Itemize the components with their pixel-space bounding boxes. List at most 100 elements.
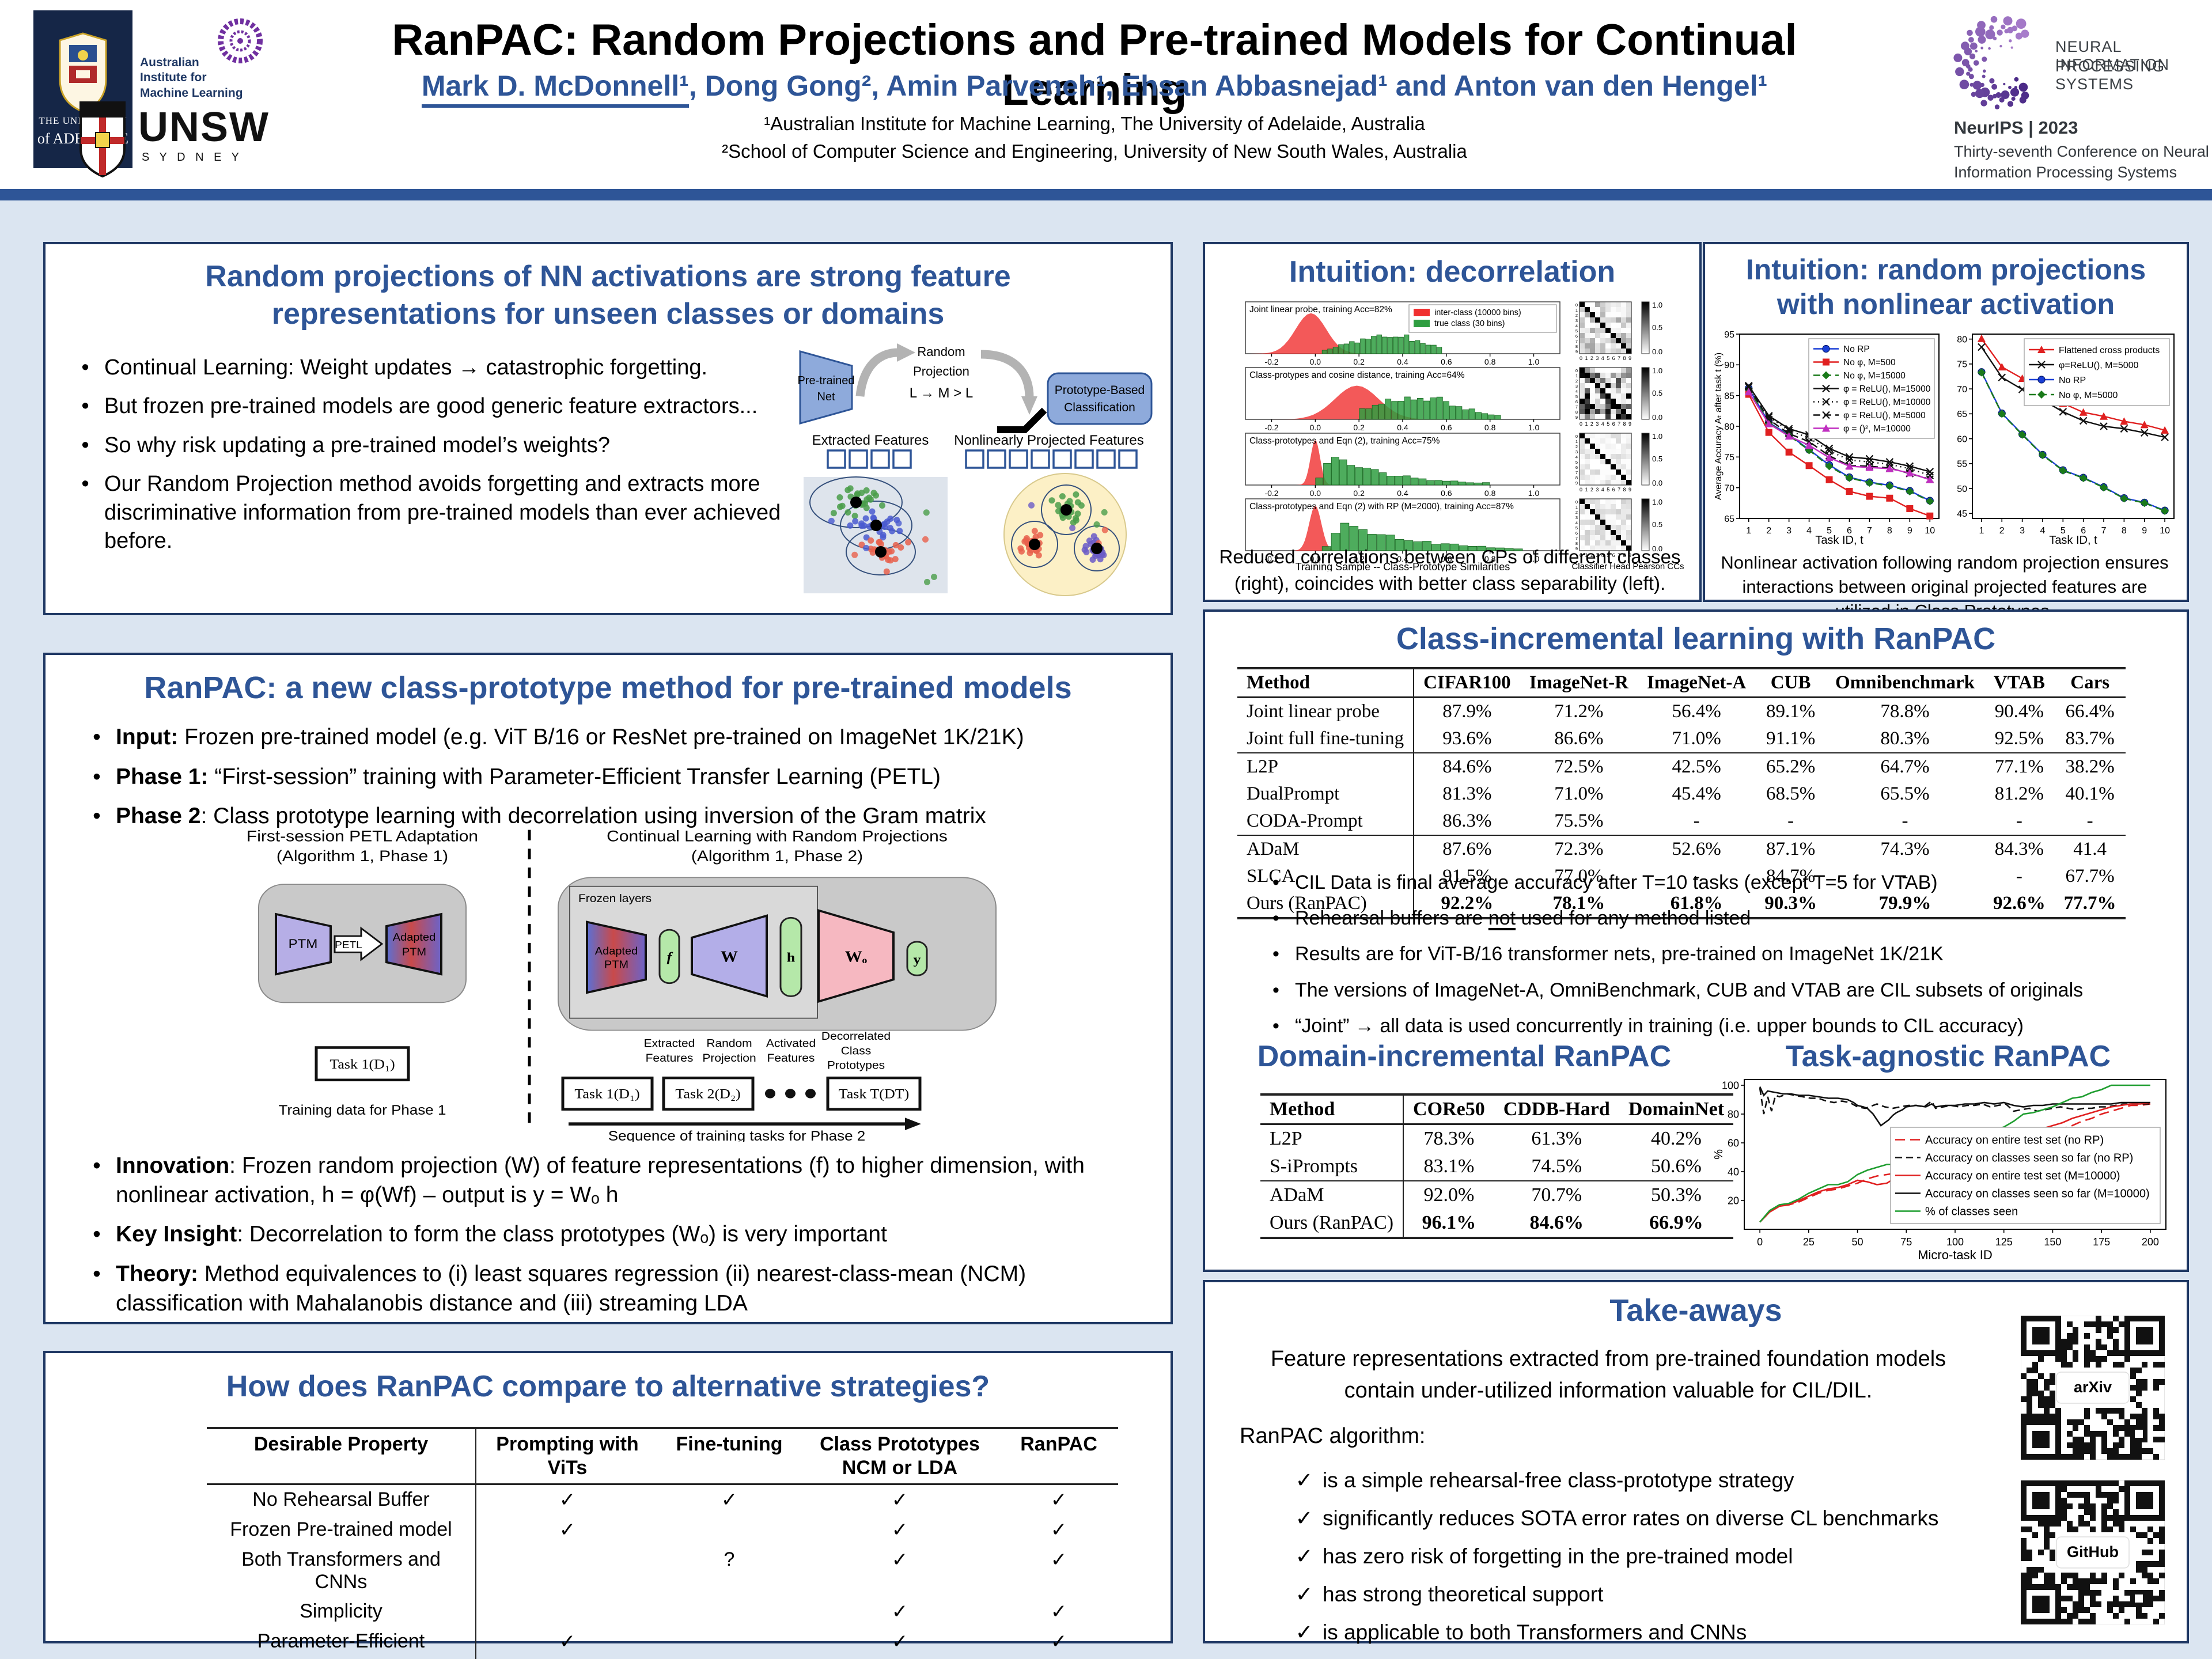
extracted-features-label: Extracted Features (812, 433, 929, 448)
table-cell: ✓ (891, 1518, 908, 1541)
chart-legend: Accuracy on entire test set (no RP) Accur… (1890, 1127, 2161, 1224)
table-cell: ✓ (559, 1488, 576, 1511)
table-cell: 74.3% (1880, 839, 1930, 859)
table-cell: 38.2% (2065, 756, 2115, 777)
pearson-heatmaps-chart: 012345678901234567891.00.50.001234567890… (1571, 301, 1684, 571)
histogram-legend: inter-class (10000 bins) true class (30 b… (1408, 304, 1557, 333)
svg-text:1.0: 1.0 (1652, 301, 1662, 309)
table-cell: 92.2% (1441, 893, 1494, 914)
box-intuition-decorrelation: Intuition: decorrelation Joint linear pr… (1203, 242, 1702, 602)
svg-text:9: 9 (1575, 349, 1578, 354)
f-vector-pill (658, 929, 680, 984)
table-cell (658, 1597, 800, 1627)
extracted-label2: Features (646, 1052, 694, 1065)
table-header: CIFAR100 (1423, 672, 1511, 693)
takeaways-checklist: ✓ is a simple rehearsal-free class-protot… (1286, 1467, 2012, 1657)
cil-title: Class-incremental learning with RanPAC (1396, 622, 1996, 656)
table-cell: - (1787, 810, 1794, 831)
table-cell: 89.1% (1766, 701, 1816, 722)
svg-text:2: 2 (1999, 526, 2005, 536)
table-cell: 80.3% (1880, 728, 1930, 749)
table-cell: 81.2% (1994, 783, 2044, 804)
svg-text:Class-protypes and cosine dist: Class-protypes and cosine distance, trai… (1249, 370, 1465, 380)
dec-label3: Prototypes (827, 1060, 885, 1072)
table-cell: SLCA (1237, 863, 1415, 890)
svg-text:0.0: 0.0 (1310, 357, 1321, 366)
table-cell: - (1902, 810, 1908, 831)
list-item: • The versions of ImageNet-A, OmniBenchma… (1272, 979, 2084, 1001)
svg-text:1.0: 1.0 (1528, 488, 1540, 498)
table-cell: 83.7% (2065, 728, 2115, 749)
svg-text:3: 3 (1575, 515, 1578, 520)
table-cell: 86.3% (1442, 810, 1492, 831)
list-item: ✓ significantly reduces SOTA error rates … (1295, 1506, 1939, 1531)
random-projection-label3: L → M > L (910, 385, 973, 401)
table-cell: 65.2% (1766, 756, 1816, 777)
extracted-feature-squares (827, 449, 912, 469)
affiliation-2: ²School of Computer Science and Engineer… (722, 141, 1467, 162)
pretrained-net-label2: Net (817, 391, 835, 403)
svg-text:0123456789: 0123456789 (1580, 487, 1631, 493)
pretrained-net-shape (799, 350, 853, 425)
svg-text:%: % (1713, 1149, 1725, 1160)
svg-text:0.6: 0.6 (1441, 488, 1452, 498)
table-cell: ✓ (721, 1488, 738, 1511)
table-cell (800, 1657, 999, 1659)
svg-text:1.0: 1.0 (1652, 432, 1662, 441)
table-cell: Simplicity (207, 1596, 476, 1627)
table-row: CODA-Prompt 86.3% 75.5% - - - - - (1237, 808, 2126, 835)
svg-text:-0.2: -0.2 (1264, 554, 1278, 563)
chart-legend: No RP No φ, M=500 No φ, M=15000 φ = ReLU(),… (1808, 338, 1935, 439)
svg-text:0.2: 0.2 (1353, 488, 1365, 498)
prototype-classification-shape (1047, 372, 1153, 425)
table-header: CUB (1770, 672, 1811, 693)
table-row: Joint full fine-tuning 93.6% 86.6% 71.0% 91.… (1237, 725, 2126, 753)
table-cell: ✓ (999, 1657, 1118, 1659)
svg-text:5: 5 (2061, 526, 2066, 536)
svg-text:60: 60 (1957, 434, 1967, 444)
adapted-ptm2-label2: PTM (604, 959, 628, 971)
table-cell: 78.8% (1880, 701, 1930, 722)
list-item: • Rehearsal buffers are not used for any … (1272, 907, 1751, 930)
table-row: Ours (RanPAC) 96.1% 84.6% 66.9% (1260, 1209, 1734, 1238)
svg-text:0.4: 0.4 (1397, 357, 1408, 366)
svg-text:φ=ReLU(), M=5000: φ=ReLU(), M=5000 (2059, 361, 2139, 370)
table-cell: ✓ (1050, 1630, 1067, 1653)
svg-text:65: 65 (1957, 410, 1967, 419)
table-cell: 87.6% (1442, 839, 1492, 859)
svg-text:0.0: 0.0 (1652, 347, 1662, 356)
svg-text:Accuracy on classes seen so fa: Accuracy on classes seen so far (no RP) (1925, 1152, 2133, 1165)
svg-text:125: 125 (1995, 1236, 2013, 1248)
svg-text:0.2: 0.2 (1353, 423, 1365, 432)
unprojected-scatter (809, 476, 937, 585)
svg-text:-0.2: -0.2 (1264, 423, 1278, 432)
neurips-brand-line2: PROCESSING SYSTEMS (2055, 58, 2165, 93)
svg-text:0123456789: 0123456789 (1580, 355, 1631, 361)
table-cell: 40.2% (1651, 1128, 1702, 1149)
svg-text:Classifier Head Pearson CCs: Classifier Head Pearson CCs (1571, 562, 1684, 571)
table-cell: 64.7% (1880, 756, 1930, 777)
table-cell: S-iPrompts (1260, 1153, 1404, 1181)
table-cell: Theoretical support (207, 1656, 476, 1659)
svg-text:2: 2 (1575, 313, 1578, 318)
rp-accuracy-left-chart: 1 2 3 4 5 6 7 8 9 10 65 70 75 80 85 90 95 Task ID, t Avera… (1714, 330, 1940, 547)
task2-label: Task 2(D₂) (675, 1087, 740, 1102)
table-cell: Parameter-Efficient (207, 1626, 476, 1657)
pretrained-net-label1: Pre-trained (798, 374, 855, 387)
svg-text:3: 3 (1575, 318, 1578, 323)
random-projection-W-shape (691, 914, 768, 998)
table-cell: L2P (1260, 1124, 1404, 1153)
svg-text:4: 4 (2040, 526, 2046, 536)
table-header: Prompting with ViTs (496, 1433, 639, 1479)
task1-label-phase1: Task 1(D₁) (329, 1057, 395, 1072)
svg-text:4: 4 (1806, 526, 1812, 536)
svg-text:100: 100 (1722, 1080, 1739, 1091)
table-cell: 87.9% (1442, 701, 1492, 722)
svg-text:1.0: 1.0 (1652, 498, 1662, 506)
svg-text:80: 80 (1957, 335, 1967, 344)
table-row: DualPrompt 81.3% 71.0% 45.4% 68.5% 65.5% 81.2%… (1237, 781, 2126, 808)
table-cell: Both Transformers and CNNs (207, 1544, 476, 1597)
svg-text:75: 75 (1724, 453, 1734, 463)
svg-text:Flattened cross products: Flattened cross products (2059, 346, 2160, 355)
list-item: • “Joint” → all data is used concurrently… (1272, 1014, 2024, 1037)
